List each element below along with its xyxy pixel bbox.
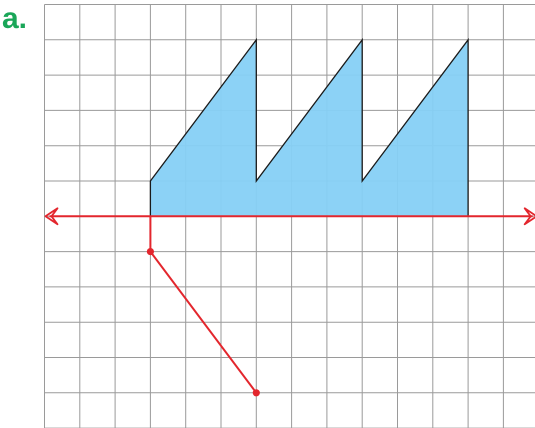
segment-points: [146, 248, 260, 397]
diagonal-segment: [149, 251, 258, 394]
segment-point: [146, 248, 154, 256]
problem-label: a.: [2, 2, 28, 35]
arrow-right-icon: [523, 207, 535, 226]
arrow-left-icon: [44, 207, 59, 226]
segment-point: [252, 389, 260, 397]
sawtooth-shape: [149, 37, 469, 217]
